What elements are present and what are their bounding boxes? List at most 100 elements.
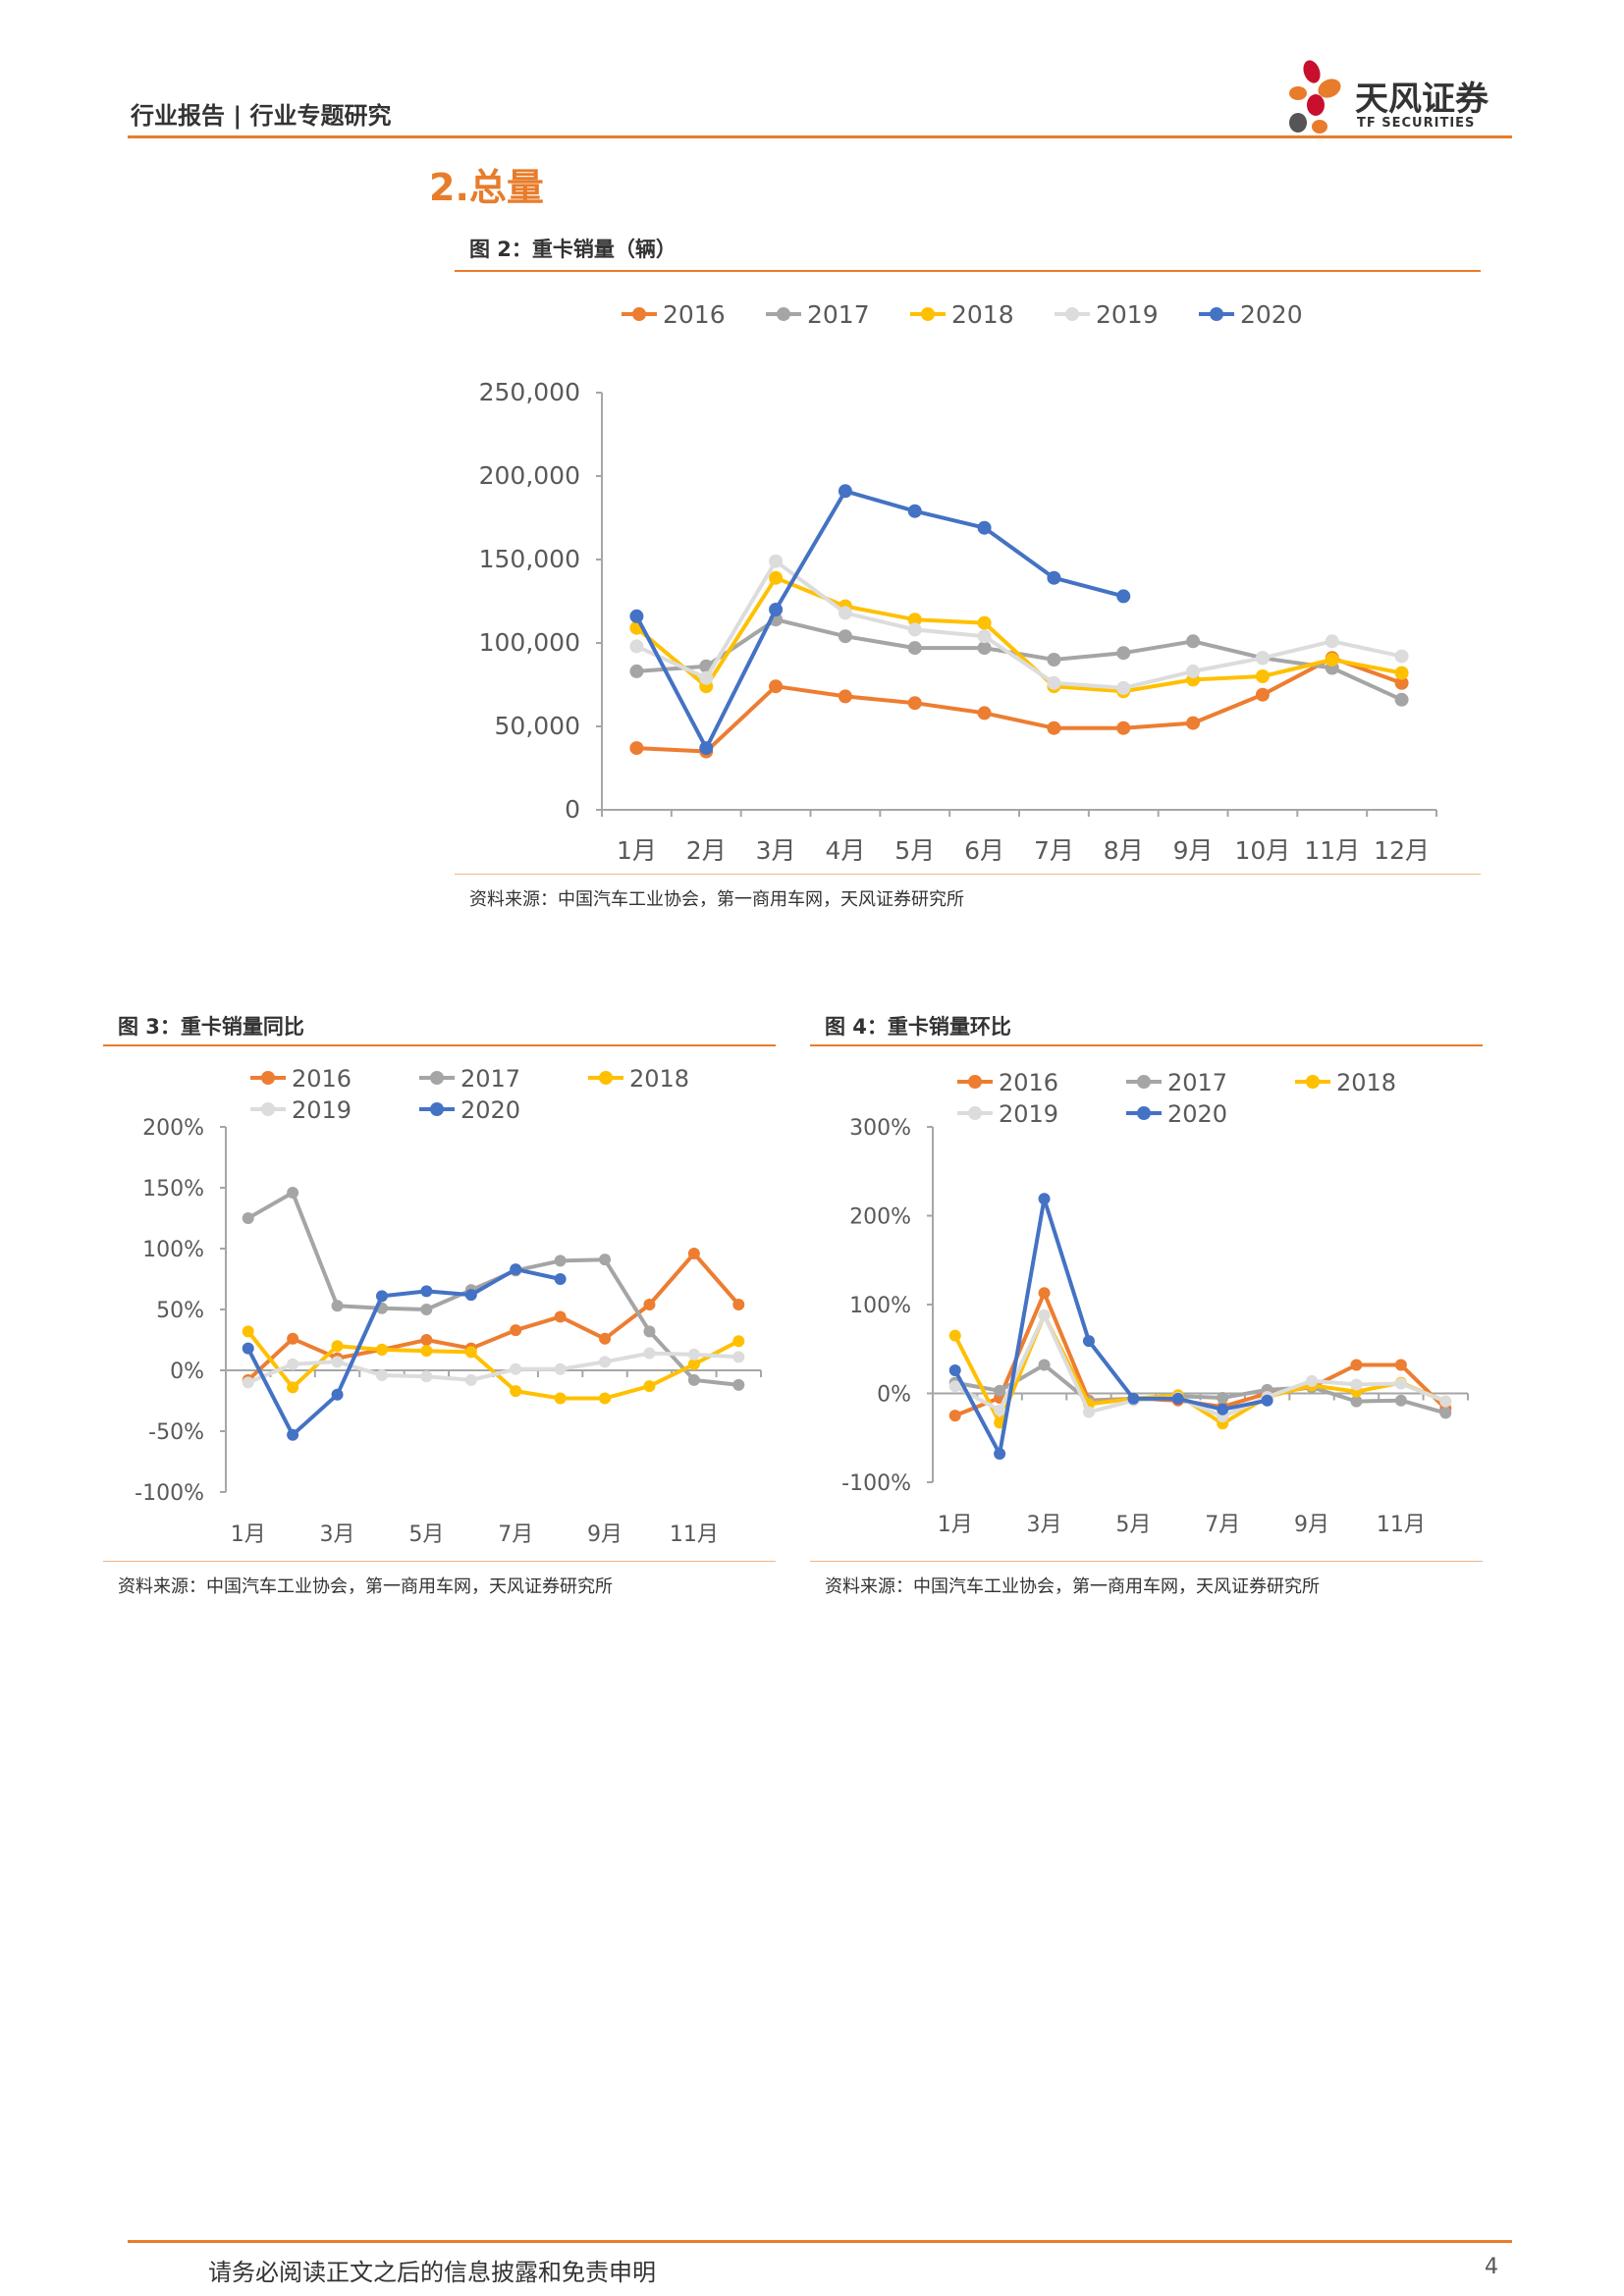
series-line-2019 <box>246 1351 739 1385</box>
data-point-2016 <box>643 1299 656 1311</box>
x-tick-label: 7月 <box>1034 836 1074 865</box>
data-point-2018 <box>242 1325 254 1338</box>
data-point-2017 <box>629 664 644 678</box>
data-point-2019 <box>699 670 714 685</box>
y-tick-label: 100% <box>849 1294 911 1318</box>
fig4-source: 资料来源：中国汽车工业协会，第一商用车网，天风证券研究所 <box>825 1576 1320 1597</box>
data-point-2018 <box>331 1340 344 1353</box>
fig4-title: 图 4：重卡销量环比 <box>825 1015 1011 1039</box>
legend-marker-2019 <box>261 1102 275 1116</box>
data-point-2019 <box>948 1380 961 1393</box>
legend-marker-2020 <box>1137 1106 1151 1120</box>
data-point-2016 <box>1047 721 1061 735</box>
data-point-2020 <box>629 609 644 623</box>
data-point-2020 <box>331 1388 344 1401</box>
data-point-2020 <box>1217 1403 1229 1415</box>
y-tick-label: -100% <box>135 1481 204 1506</box>
data-point-2017 <box>1439 1407 1452 1419</box>
data-point-2019 <box>1186 664 1201 678</box>
data-point-2018 <box>769 570 784 585</box>
fig3-chart: -100% -50% 0% 50% 100% 150% 200% 1月 3月 5月 7月 9月 11月 2… <box>135 1065 762 1547</box>
data-point-2019 <box>1325 634 1339 649</box>
data-point-2017 <box>907 641 922 656</box>
data-point-2018 <box>1394 666 1409 680</box>
data-point-2016 <box>1186 716 1201 730</box>
series-line-2017 <box>954 1362 1446 1415</box>
data-point-2017 <box>838 629 852 644</box>
data-point-2018 <box>510 1385 522 1398</box>
data-point-2019 <box>1439 1395 1452 1408</box>
data-point-2019 <box>554 1362 567 1375</box>
data-point-2018 <box>287 1381 299 1394</box>
data-point-2019 <box>1047 675 1061 690</box>
legend-label-2017: 2017 <box>460 1065 520 1093</box>
data-point-2017 <box>643 1325 656 1338</box>
x-tick-label: 11月 <box>1304 836 1360 865</box>
legend-marker-2017 <box>777 307 790 321</box>
legend-marker-2017 <box>430 1071 444 1085</box>
data-point-2019 <box>643 1347 656 1360</box>
data-point-2020 <box>994 1448 1006 1461</box>
data-point-2018 <box>687 1358 700 1370</box>
data-point-2019 <box>1306 1374 1319 1387</box>
disclaimer-notice: 请务必阅读正文之后的信息披露和免责申明 <box>208 2259 656 2286</box>
data-point-2016 <box>510 1324 522 1337</box>
fig3-title-rule <box>103 1044 776 1046</box>
data-point-2019 <box>464 1373 477 1386</box>
data-point-2017 <box>732 1378 745 1391</box>
data-point-2018 <box>375 1343 388 1356</box>
data-point-2020 <box>510 1263 522 1276</box>
data-point-2016 <box>769 679 784 694</box>
legend-label-2018: 2018 <box>1336 1069 1396 1096</box>
x-tick-label: 1月 <box>617 836 657 865</box>
data-point-2020 <box>769 603 784 616</box>
data-point-2019 <box>994 1404 1006 1416</box>
x-tick-label: 2月 <box>686 836 727 865</box>
data-point-2020 <box>907 504 922 518</box>
x-tick-label: 3月 <box>1027 1513 1062 1537</box>
data-point-2017 <box>1116 646 1131 661</box>
data-point-2018 <box>977 615 992 630</box>
data-point-2020 <box>242 1342 254 1355</box>
data-point-2019 <box>977 629 992 644</box>
data-point-2020 <box>977 520 992 535</box>
data-point-2019 <box>1116 680 1131 695</box>
y-tick-label: 0 <box>565 795 580 824</box>
series-line-2018 <box>635 575 1402 694</box>
fig3-title: 图 3：重卡销量同比 <box>118 1015 304 1039</box>
legend-label-2019: 2019 <box>1096 300 1159 329</box>
legend-marker-2020 <box>430 1102 444 1116</box>
legend-label-2019: 2019 <box>999 1100 1058 1128</box>
data-point-2019 <box>907 622 922 637</box>
series-line-2020 <box>634 489 1124 751</box>
data-point-2019 <box>242 1376 254 1389</box>
legend-marker-2020 <box>1210 307 1223 321</box>
data-point-2017 <box>994 1384 1006 1397</box>
y-tick-label: 50% <box>156 1299 204 1323</box>
legend-marker-2017 <box>1137 1075 1151 1089</box>
legend-label-2016: 2016 <box>663 300 726 329</box>
legend-label-2017: 2017 <box>1167 1069 1227 1096</box>
data-point-2016 <box>838 689 852 704</box>
data-point-2017 <box>1217 1392 1229 1405</box>
legend-label-2017: 2017 <box>807 300 870 329</box>
data-point-2017 <box>687 1373 700 1386</box>
y-tick-label: 250,000 <box>479 378 580 406</box>
data-point-2019 <box>732 1351 745 1363</box>
data-point-2018 <box>643 1380 656 1393</box>
data-point-2020 <box>948 1363 961 1376</box>
logo-text-cn: 天风证券 <box>1355 80 1489 119</box>
data-point-2020 <box>1082 1335 1095 1348</box>
logo-text-en: TF SECURITIES <box>1357 116 1476 131</box>
series-line-2016 <box>636 656 1403 754</box>
series-line-2019 <box>953 1312 1447 1418</box>
data-point-2020 <box>464 1289 477 1302</box>
x-tick-label: 3月 <box>320 1522 355 1547</box>
data-point-2018 <box>1255 669 1270 683</box>
data-point-2020 <box>1116 589 1131 604</box>
data-point-2017 <box>1038 1359 1051 1371</box>
data-point-2019 <box>1082 1406 1095 1418</box>
data-point-2017 <box>331 1300 344 1312</box>
data-point-2018 <box>420 1345 433 1358</box>
data-point-2019 <box>331 1356 344 1368</box>
